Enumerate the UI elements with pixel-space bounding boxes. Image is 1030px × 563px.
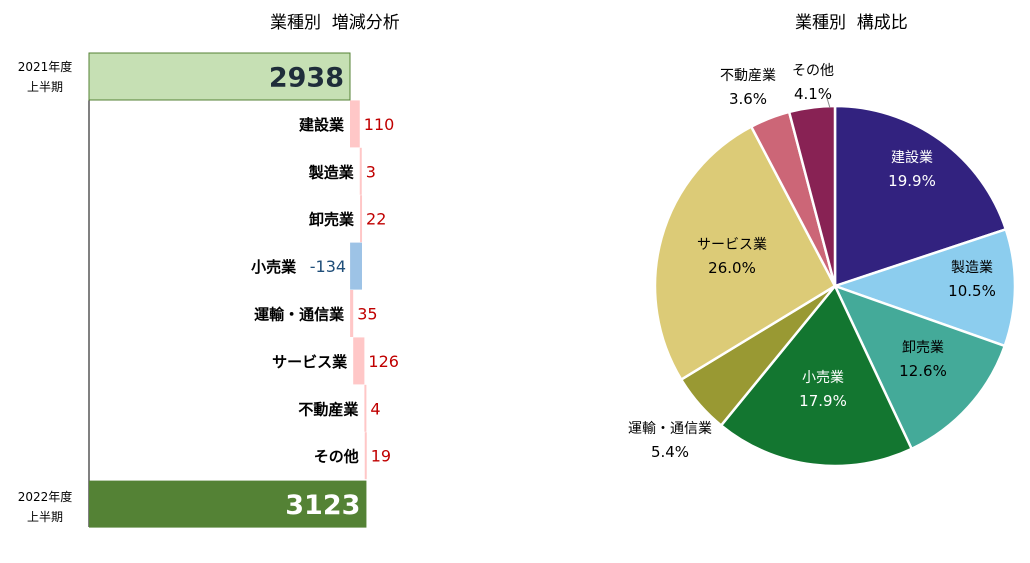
delta-value-label: 22 [366,210,386,229]
pie-slice-label: 建設業 [891,150,933,166]
category-label: 不動産業 [298,400,359,418]
end-period-label: 2022年度 上半期 [10,487,80,527]
category-label: サービス業 [272,353,348,371]
pie-slice-label: 小売業 [802,370,844,386]
pie-slice-label: 運輸・通信業 [628,421,712,437]
pie-slice-value: 19.9% [888,172,936,190]
pie-slice [719,283,914,468]
pie-title: 業種別 構成比 [795,13,908,33]
pie-slice-value: 26.0% [708,259,756,277]
category-label: その他 [314,448,359,466]
pie-slice-label: その他 [792,63,834,79]
end-period-half: 上半期 [26,510,63,524]
start-period-half: 上半期 [26,80,63,94]
bar-delta [364,432,367,480]
pie-slice-value: 10.5% [948,282,996,300]
pie-slice-value: 3.6% [729,90,767,108]
pie-slice-value: 17.9% [799,392,847,410]
bar-delta [350,242,362,290]
category-label: 卸売業 [309,211,355,229]
pie-slice-label: 製造業 [951,260,993,276]
category-label: 運輸・通信業 [254,306,345,324]
pie-slice-label: サービス業 [697,237,767,253]
pie-slice-label: 卸売業 [902,340,944,356]
bar-delta [353,337,365,385]
bar-delta [350,290,354,337]
pie-slice [831,227,1017,348]
pie-slice [833,104,1008,288]
pie-slice-label: 不動産業 [720,68,776,84]
bar-delta [360,195,363,243]
start-period-year: 2021年度 [17,60,73,74]
bar-start-total [88,52,351,101]
start-period-label: 2021年度 上半期 [10,57,80,97]
pie-slice-value: 5.4% [651,443,689,461]
bar-delta [350,100,360,148]
bar-delta [359,147,362,195]
bar-end-total [89,480,367,528]
category-label: 小売業 [251,258,297,276]
delta-value-label: -134 [310,257,346,276]
pie-slice [787,104,837,287]
leader-line [826,97,831,109]
category-label: 建設業 [299,116,345,134]
bar-delta [364,384,367,432]
end-total-label: 3123 [285,490,360,521]
pie-slice [653,124,837,382]
category-label: 製造業 [308,163,355,181]
delta-value-label: 35 [357,305,377,324]
pie-slice-value: 12.6% [899,362,947,380]
delta-value-label: 4 [370,399,380,418]
delta-value-label: 3 [366,162,376,181]
delta-value-label: 110 [364,115,395,134]
start-total-label: 2938 [269,63,344,94]
waterfall-title: 業種別 増減分析 [270,13,400,33]
delta-value-label: 126 [368,352,399,371]
delta-value-label: 19 [371,447,391,466]
pie-slice-value: 4.1% [794,85,832,103]
end-period-year: 2022年度 [17,490,73,504]
pie-slice [832,283,1007,451]
